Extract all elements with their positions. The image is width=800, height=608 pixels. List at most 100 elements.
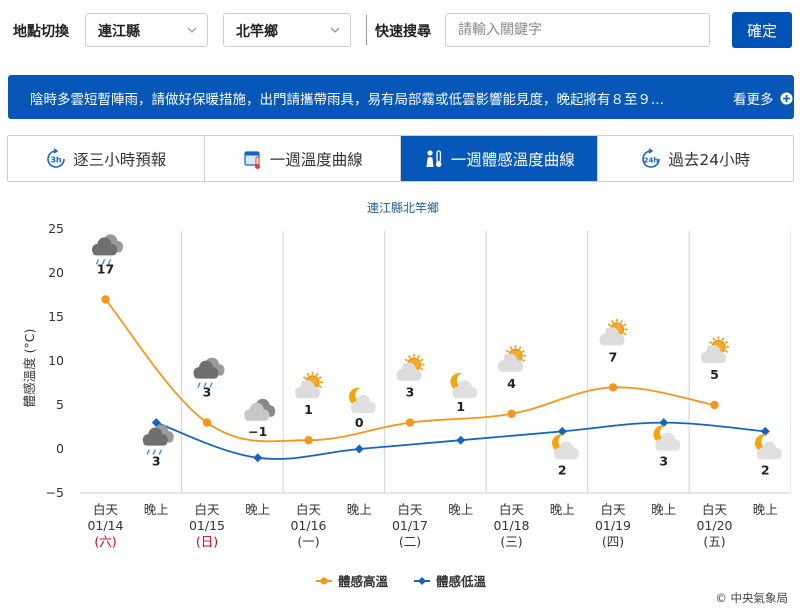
x-period-label: 晚上: [753, 502, 778, 517]
county-select[interactable]: 連江縣: [85, 13, 208, 47]
cloud-shape: [599, 327, 625, 346]
rain-cloud-icon: [92, 234, 123, 265]
cloud-shape: [655, 432, 681, 451]
temperature-data-label: 5: [710, 367, 719, 382]
high-temp-point: [608, 383, 618, 392]
cloud-shape: [498, 353, 523, 372]
toolbar-divider: [366, 15, 367, 45]
thermometer-calendar-icon: [244, 150, 260, 169]
tab-weekly-temperature[interactable]: 一週溫度曲線: [205, 136, 401, 181]
raindrop: [209, 382, 213, 388]
alert-message: 陰時多雲短暫陣雨，請做好保暖措施，出門請攜帶雨具，易有局部霧或低雲影響能見度，晚…: [30, 92, 664, 108]
cloudy-icon: [244, 398, 276, 421]
temperature-data-label: 17: [97, 261, 114, 276]
moon-cloud-icon: [348, 387, 376, 413]
y-tick-label: 5: [56, 397, 64, 412]
cloud-shape: [701, 345, 726, 363]
x-period-label: 晚上: [144, 502, 169, 517]
temperature-data-label: 0: [355, 415, 364, 430]
low-temp-point: [557, 426, 567, 436]
low-temp-point: [253, 453, 263, 463]
tab-label: 逐三小時預報: [73, 150, 167, 169]
raindrop: [101, 259, 106, 265]
x-date-label: 01/19: [595, 518, 631, 533]
chevron-down-icon: [187, 27, 197, 33]
township-select[interactable]: 北竿鄉: [223, 13, 351, 47]
chart-title: 連江縣北竿鄉: [367, 200, 439, 215]
x-weekday-label: (六): [94, 534, 116, 549]
chart-legend[interactable]: 體感高溫 體感低溫: [316, 574, 487, 589]
low-temp-point: [354, 444, 364, 454]
search-label: 快速搜尋: [375, 24, 431, 40]
cloud-shape: [142, 427, 168, 446]
raindrop: [203, 382, 207, 388]
cloud-shape: [452, 380, 478, 399]
tab-weekly-apparent-temperature[interactable]: 一週體感溫度曲線: [401, 136, 598, 181]
x-weekday-label: (日): [196, 534, 218, 549]
moon-shape: [450, 372, 467, 391]
temperature-data-label: 3: [152, 454, 161, 469]
weather-icons: 17 3 3 −1 1 0 3 1 4 2 7 3 5 2: [92, 234, 782, 477]
sun-cloud-icon: [396, 354, 425, 381]
sun-cloud-icon: [295, 371, 323, 399]
cloud-shape: [295, 380, 320, 399]
grid-lines: [80, 231, 792, 494]
x-period-label: 白天: [499, 502, 525, 517]
x-period-label: 白天: [296, 502, 322, 517]
tab-3hour-forecast[interactable]: 3h 逐三小時預報: [8, 136, 205, 181]
credit-text: © 中央氣象局: [715, 591, 788, 605]
x-weekday-label: (二): [399, 534, 421, 549]
3h-clock-icon: 3h: [47, 147, 66, 168]
y-tick-label: 20: [48, 265, 64, 280]
low-temp-point: [659, 418, 669, 428]
moon-cloud-icon: [551, 434, 579, 460]
x-date-label: 01/15: [189, 518, 225, 533]
legend-label: 體感低溫: [436, 574, 487, 589]
x-date-label: 01/18: [493, 518, 529, 533]
x-weekday-label: (四): [602, 534, 624, 549]
weather-alert-banner: 陰時多雲短暫陣雨，請做好保暖措施，出門請攜帶雨具，易有局部霧或低雲影響能見度，晚…: [8, 75, 794, 119]
chevron-down-icon: [330, 27, 340, 33]
raindrop: [107, 259, 112, 265]
township-value: 北竿鄉: [236, 24, 278, 40]
sun-cloud-icon: [498, 345, 526, 372]
location-toolbar: 地點切換 連江縣 北竿鄉 快速搜尋 確定: [0, 0, 800, 62]
x-period-label: 白天: [397, 502, 423, 517]
plus-circle-icon[interactable]: [780, 92, 793, 105]
cloud-shape: [244, 402, 270, 421]
temperature-data-label: 3: [203, 385, 212, 400]
high-temp-point: [304, 436, 313, 445]
temperature-data-label: −1: [248, 424, 267, 439]
moon-cloud-icon: [653, 425, 681, 451]
raindrop: [152, 449, 156, 455]
tab-past-24-hours[interactable]: 24h 過去24小時: [598, 136, 794, 181]
legend-item-low[interactable]: 體感低溫: [414, 574, 487, 589]
y-axis-ticks: −5 0 5 10 15 20 25: [46, 221, 64, 500]
x-date-label: 01/17: [392, 518, 428, 533]
high-temp-point: [405, 418, 415, 427]
location-label: 地點切換: [13, 24, 69, 40]
cloud-shape: [553, 441, 579, 460]
raindrop: [146, 449, 150, 455]
raindrop: [197, 382, 201, 388]
y-tick-label: −5: [46, 485, 64, 500]
search-input[interactable]: [445, 13, 710, 47]
x-weekday-label: (五): [703, 534, 725, 549]
legend-item-high[interactable]: 體感高溫: [316, 574, 389, 589]
person-thermometer-icon: [426, 149, 442, 167]
x-period-label: 晚上: [550, 502, 575, 517]
tab-label: 一週體感溫度曲線: [450, 150, 575, 169]
high-temp-point: [710, 400, 719, 410]
low-temp-point: [760, 426, 770, 436]
low-temp-point: [456, 435, 466, 445]
rain-cloud-icon: [142, 424, 174, 455]
see-more-link[interactable]: 看更多: [733, 92, 774, 108]
x-period-label: 白天: [93, 502, 119, 517]
cloud-shape: [193, 360, 219, 379]
moon-cloud-icon: [450, 372, 478, 399]
sun-cloud-icon: [701, 336, 729, 363]
confirm-button[interactable]: 確定: [732, 12, 792, 48]
x-weekday-label: (一): [297, 534, 319, 549]
